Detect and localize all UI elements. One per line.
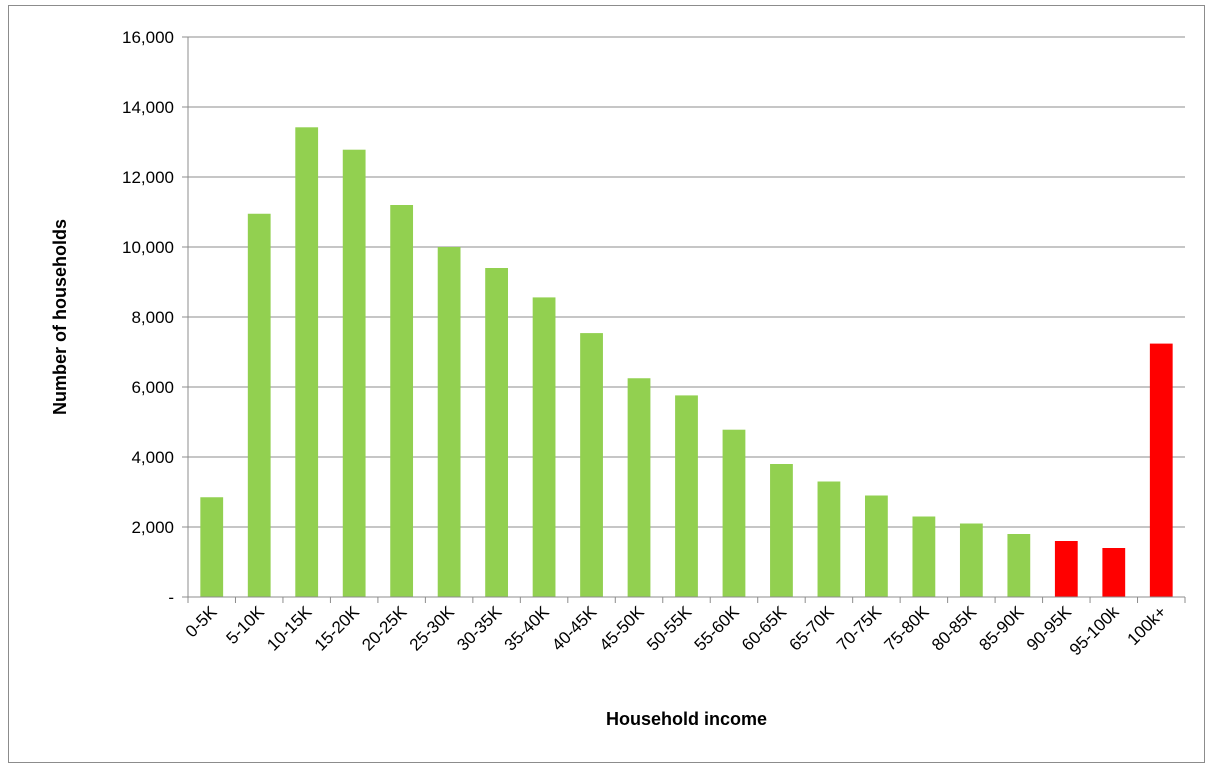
x-tick-label: 25-30K <box>406 602 459 655</box>
bar <box>485 268 508 597</box>
bar <box>627 378 651 597</box>
x-tick-label: 55-60K <box>691 602 744 655</box>
y-tick-label: 6,000 <box>131 378 174 397</box>
bar <box>390 205 414 597</box>
bar <box>295 127 319 598</box>
x-tick-label: 50-55K <box>643 602 696 655</box>
x-tick-label: 40-45K <box>548 602 601 655</box>
bar <box>437 247 461 597</box>
bar <box>817 481 841 597</box>
bar <box>247 213 271 597</box>
y-tick-label: - <box>168 588 174 607</box>
axes <box>182 36 1186 603</box>
x-tick-label: 35-40K <box>501 602 554 655</box>
x-tick-labels: 0-5K 5-10K10-15K15-20K20-25K25-30K30-35K3… <box>182 602 1170 659</box>
x-tick-label: 45-50K <box>596 602 649 655</box>
y-tick-label: 16,000 <box>122 28 174 47</box>
bar <box>1102 548 1126 597</box>
bar <box>959 523 983 597</box>
bar <box>675 395 698 597</box>
bar <box>770 464 793 597</box>
bar-chart: - 2,000 4,000 6,000 8,000 10,000 12,000 14,000 1… <box>50 28 1186 729</box>
x-tick-label: 100k+ <box>1124 602 1171 649</box>
bar <box>342 149 366 597</box>
bar <box>532 297 556 597</box>
x-tick-label: 85-90K <box>975 602 1028 655</box>
x-tick-label: 80-85K <box>928 602 981 655</box>
bar <box>580 333 603 597</box>
bar <box>722 429 746 597</box>
x-tick-label: 60-65K <box>738 602 791 655</box>
bar <box>912 516 936 597</box>
bar <box>1149 343 1173 597</box>
y-tick-label: 8,000 <box>131 308 174 327</box>
bar <box>200 497 224 597</box>
bar <box>865 495 888 597</box>
x-tick-label: 30-35K <box>453 602 506 655</box>
y-tick-label: 2,000 <box>131 518 174 537</box>
x-tick-label: 65-70K <box>786 602 839 655</box>
y-tick-label: 10,000 <box>122 238 174 257</box>
bar <box>1007 534 1031 597</box>
x-tick-label: 95-100k <box>1066 602 1123 659</box>
x-tick-label: 5-10K <box>223 602 269 648</box>
bars <box>200 127 1173 598</box>
x-tick-label: 20-25K <box>358 602 411 655</box>
x-tick-label: 10-15K <box>263 602 316 655</box>
x-axis-title: Household income <box>606 709 767 729</box>
y-tick-labels: - 2,000 4,000 6,000 8,000 10,000 12,000 14,000 1… <box>122 28 174 607</box>
y-axis-title: Number of households <box>50 219 70 415</box>
bar <box>1054 541 1078 597</box>
chart-area: - 2,000 4,000 6,000 8,000 10,000 12,000 14,000 1… <box>8 5 1205 763</box>
x-tick-label: 75-80K <box>881 602 934 655</box>
y-tick-label: 12,000 <box>122 168 174 187</box>
x-tick-label: 0-5K <box>182 602 221 641</box>
x-tick-label: 15-20K <box>311 602 364 655</box>
x-tick-label: 70-75K <box>833 602 886 655</box>
y-tick-label: 4,000 <box>131 448 174 467</box>
y-tick-label: 14,000 <box>122 98 174 117</box>
